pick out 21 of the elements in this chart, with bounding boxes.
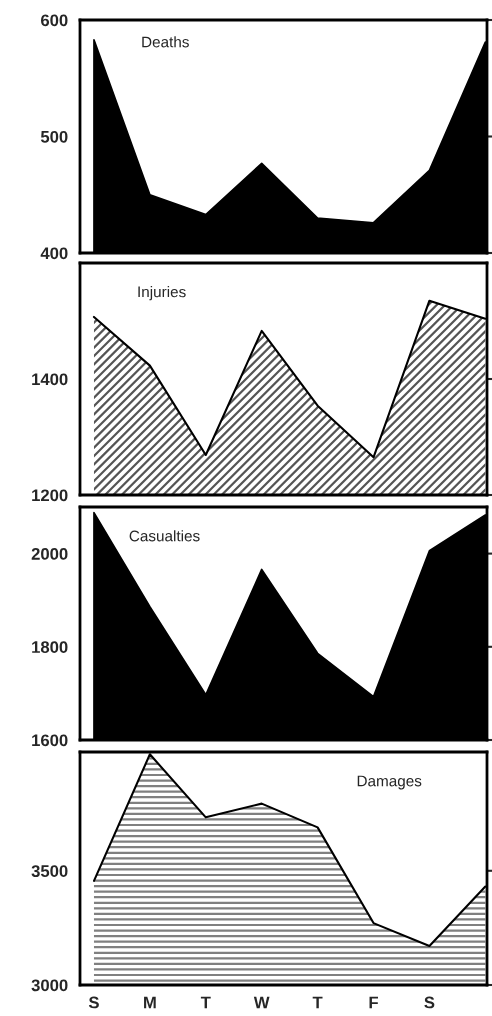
y-tick-label: 3000 (31, 979, 68, 992)
x-tick-label: S (88, 996, 99, 1009)
y-tick-label: 1400 (32, 373, 68, 386)
y-tick-label: 500 (40, 130, 68, 143)
text: Casualties (129, 530, 200, 542)
x-tick-label: M (144, 996, 156, 1009)
text: Deaths (142, 36, 189, 48)
y-tick-label: 1600 (32, 734, 68, 747)
y-tick-label: 3500 (31, 865, 68, 878)
y-tick-label: 400 (40, 247, 68, 260)
y-tick-label: 2000 (31, 548, 68, 560)
text: Damages (357, 775, 422, 790)
y-tick-label: 600 (41, 14, 68, 27)
text: Injuries (138, 286, 186, 301)
y-tick-label: 1200 (32, 489, 68, 502)
x-tick-label: T (312, 996, 323, 1009)
x-tick-label: W (253, 996, 270, 1009)
x-tick-label: F (369, 996, 378, 1009)
x-tick-label: S (424, 996, 435, 1009)
x-tick-label: T (200, 996, 211, 1009)
y-tick-label: 1800 (32, 641, 68, 653)
